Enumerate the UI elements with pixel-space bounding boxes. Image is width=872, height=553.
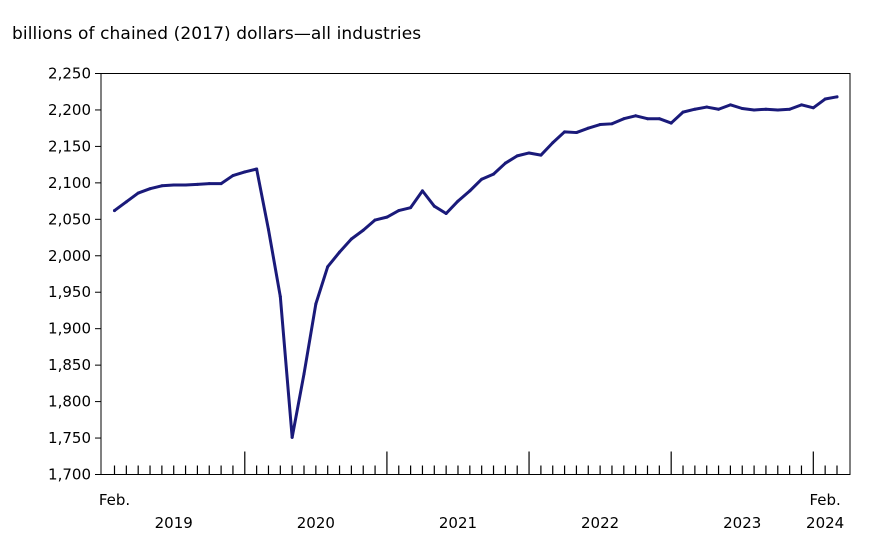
data-point [645,117,649,121]
data-point [598,123,602,127]
data-point [705,105,709,109]
data-point [586,126,590,130]
data-point [361,228,365,232]
data-point [219,182,223,186]
data-point [669,121,673,125]
data-point [184,183,188,187]
y-tick-label: 2,000 [48,247,91,265]
data-point [160,184,164,188]
data-point [752,108,756,112]
data-point [148,187,152,191]
y-tick-label: 2,100 [48,174,91,192]
data-point [610,122,614,126]
data-point [314,302,318,306]
data-point [255,167,259,171]
data-point [764,107,768,111]
y-tick-label: 1,750 [48,429,91,447]
data-point [243,170,247,174]
x-tick-label: 2023 [723,514,761,532]
data-point [397,209,401,213]
x-tick-label: Feb. [809,491,840,509]
x-tick-label: 2021 [439,514,477,532]
data-point [444,211,448,215]
data-point [207,182,211,186]
data-point [349,237,353,241]
data-point [823,97,827,101]
x-tick-label: 2024 [806,514,844,532]
y-tick-label: 1,800 [48,393,91,411]
data-point [693,107,697,111]
x-tick-label: 2022 [581,514,619,532]
data-point [290,435,294,439]
data-point [113,209,116,213]
data-point [503,161,507,165]
data-point [527,151,531,155]
data-point [728,103,732,107]
unit-title: billions of chained (2017) dollars—all i… [12,24,422,44]
data-point [681,110,685,114]
data-point [563,130,567,134]
data-point [373,218,377,222]
data-point [338,250,342,254]
x-tick-label: Feb. [99,491,130,509]
y-tick-label: 2,200 [48,101,91,119]
y-tick-label: 2,150 [48,137,91,155]
data-point [657,117,661,121]
plot-frame [100,73,851,475]
data-point [172,183,176,187]
x-tick-label: 2019 [155,514,193,532]
data-point [740,107,744,110]
data-point [835,95,839,99]
data-point [266,228,270,232]
data-point [432,204,436,208]
data-point [539,153,543,157]
data-point [480,177,484,181]
data-point [195,182,199,186]
y-tick-label: 1,950 [48,283,91,301]
data-point [302,372,306,376]
data-point [574,131,578,135]
data-point [788,107,792,111]
x-axis: Feb. 2019 2020 2021 2022 2023 Feb. 2024 [99,451,844,532]
y-tick-label: 2,250 [48,65,91,83]
y-tick-label: 1,700 [48,466,91,484]
y-tick-label: 1,900 [48,320,91,338]
data-point [456,199,460,203]
y-axis: 1,700 1,750 1,800 1,850 1,900 1,950 2,000 2,050… [48,65,851,484]
series-group [113,95,839,439]
data-point [124,200,128,204]
data-point [776,108,780,112]
data-point [468,189,472,193]
y-tick-label: 1,850 [48,356,91,374]
data-point [515,154,519,158]
data-point [326,265,330,269]
data-point [622,117,626,121]
data-point [799,103,803,107]
series-line [113,95,839,439]
data-point [717,107,721,111]
data-point [231,174,235,178]
data-point [634,114,638,118]
data-point [409,206,413,210]
y-tick-label: 2,050 [48,210,91,228]
data-point [420,189,424,193]
data-point [136,191,140,195]
data-point [492,172,496,176]
x-tick-label: 2020 [297,514,335,532]
data-point [278,295,282,299]
data-point [385,215,389,219]
data-point [811,106,815,110]
data-point [551,141,555,145]
